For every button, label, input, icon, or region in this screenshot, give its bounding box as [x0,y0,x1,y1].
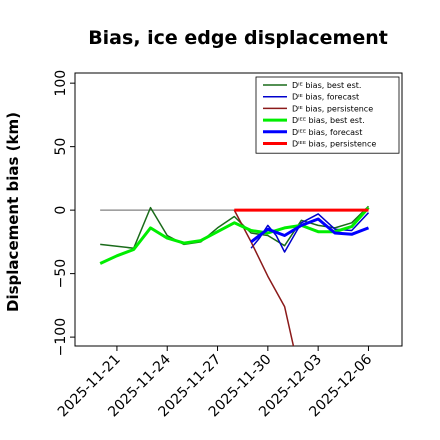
x-axis: 2025-11-212025-11-242025-11-272025-11-30… [55,346,375,420]
legend-label: Dᴵᴱᴱ bias, persistence [292,140,376,149]
legend: Dᴵᴱ bias, best est. Dᴵᴱ bias, forecast Dᴵᴱ… [255,76,400,154]
series-line-3 [233,209,295,346]
y-axis-label: Displacement bias (km) [4,112,22,312]
y-tick-label: 50 [53,138,69,156]
y-tick-label: 100 [53,70,69,97]
legend-box [255,76,400,154]
legend-label: Dᴵᴱᴱ bias, forecast [292,128,362,137]
y-tick-label: 0 [53,206,69,215]
plot-area [99,205,370,346]
legend-label: Dᴵᴱ bias, persistence [292,104,373,113]
series-line-5 [250,217,370,244]
y-axis: −100 −50 0 50 100 [53,70,75,356]
y-tick-label: −100 [53,318,69,356]
legend-label: Dᴵᴱᴱ bias, best est. [292,116,365,125]
series-line-4 [99,206,370,265]
plot-area-frame [74,72,403,347]
legend-label: Dᴵᴱ bias, forecast [292,93,359,102]
legend-label: Dᴵᴱ bias, best est. [292,81,361,90]
y-tick-label: −50 [53,259,69,289]
chart-title: Bias, ice edge displacement [88,27,388,49]
